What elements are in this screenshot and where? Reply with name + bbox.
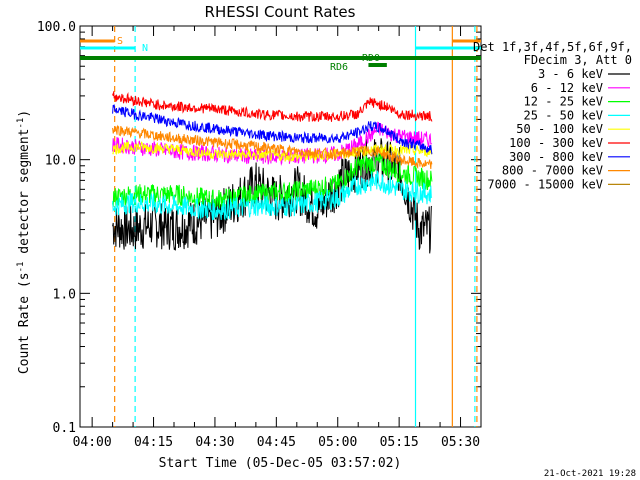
series-line: [112, 104, 433, 155]
legend-entry-label: 50 - 100 keV: [516, 122, 603, 136]
y-tick-label: 100.0: [37, 20, 76, 35]
series-line: [112, 170, 433, 221]
state-bar-label: RD0: [362, 53, 380, 64]
y-axis-label-tail: detector segment: [17, 129, 32, 262]
legend-entry-label: 12 - 25 keV: [524, 95, 603, 109]
x-tick-label: 04:15: [134, 435, 173, 450]
x-tick-label: 04:00: [73, 435, 112, 450]
x-axis-label: Start Time (05-Dec-05 03:57:02): [159, 456, 402, 471]
x-tick-label: 04:30: [195, 435, 234, 450]
y-axis-label-main: Count Rate (s: [17, 272, 32, 374]
series-line: [112, 124, 433, 170]
legend-entry-label: 300 - 800 keV: [509, 150, 603, 164]
state-bar-label: RD6: [330, 62, 348, 73]
x-tick-label: 05:15: [380, 435, 419, 450]
state-bar-label: S: [117, 36, 123, 47]
legend-entry-label: 100 - 300 keV: [509, 136, 603, 150]
x-tick-label: 05:00: [318, 435, 357, 450]
legend: Det 1f,3f,4f,5f,6f,9f,FDecim 3, Att 03 -…: [473, 40, 632, 191]
footer-timestamp: 21-Oct-2021 19:28: [544, 469, 636, 479]
x-tick-label: 05:30: [441, 435, 480, 450]
legend-entry-label: 25 - 50 keV: [524, 108, 603, 122]
legend-entry-label: 7000 - 15000 keV: [487, 177, 603, 191]
legend-entry-label: 800 - 7000 keV: [502, 164, 603, 178]
y-tick-label: 10.0: [45, 154, 76, 169]
state-bar-label: N: [142, 43, 148, 54]
chart-title: RHESSI Count Rates: [205, 3, 356, 21]
y-tick-label: 1.0: [53, 287, 76, 302]
y-axis-label-sup2: -1: [16, 118, 26, 129]
series-line: [112, 91, 433, 122]
series-line: [112, 152, 433, 211]
plot-frame: [79, 25, 482, 428]
y-axis-label-close: ): [17, 110, 32, 118]
legend-entry-label: 3 - 6 keV: [538, 67, 603, 81]
legend-header-line: Det 1f,3f,4f,5f,6f,9f,: [473, 40, 632, 54]
plot-area: 0.1 1.0 10.0 100.0 04:00 04:15 04:30 04:45 05:00…: [37, 20, 482, 450]
y-axis-label: Count Rate (s-1 detector segment-1): [16, 110, 32, 374]
legend-header-line: FDecim 3, Att 0: [524, 53, 632, 67]
legend-entry-label: 6 - 12 keV: [531, 81, 603, 95]
y-axis-label-sup: -1: [16, 262, 26, 273]
x-tick-label: 04:45: [257, 435, 296, 450]
y-tick-label: 0.1: [53, 421, 76, 436]
